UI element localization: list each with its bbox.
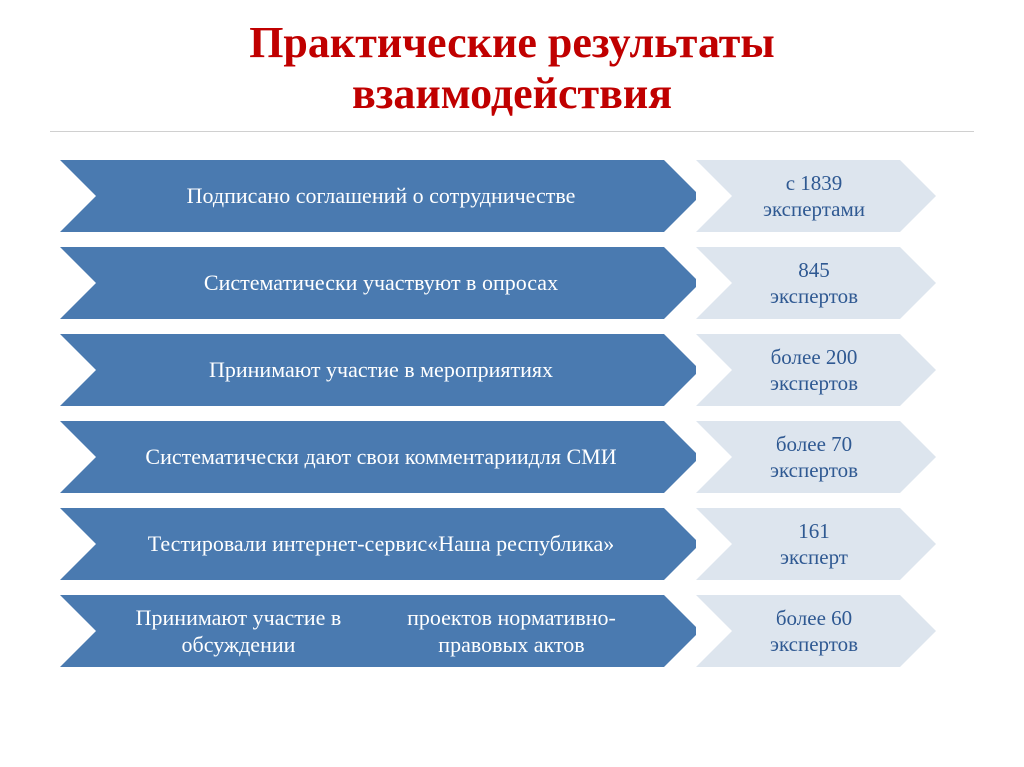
arrow-row: Тестировали интернет-сервис«Наша республ… bbox=[60, 508, 964, 580]
title-line-2: взаимодействия bbox=[0, 69, 1024, 120]
main-arrow-label: Принимают участие в обсуждениипроектов н… bbox=[60, 595, 664, 667]
main-arrow-label: Систематически участвуют в опросах bbox=[60, 247, 664, 319]
value-arrow: 845экспертов bbox=[696, 247, 936, 319]
main-arrow: Тестировали интернет-сервис«Наша республ… bbox=[60, 508, 700, 580]
main-arrow-label: Тестировали интернет-сервис«Наша республ… bbox=[60, 508, 664, 580]
arrow-row: Систематически участвуют в опросах 845экс… bbox=[60, 247, 964, 319]
main-arrow: Подписано соглашений о сотрудничестве bbox=[60, 160, 700, 232]
value-arrow: более 200экспертов bbox=[696, 334, 936, 406]
arrow-rows: Подписано соглашений о сотрудничестве с 1… bbox=[60, 160, 964, 667]
arrow-row: Подписано соглашений о сотрудничестве с 1… bbox=[60, 160, 964, 232]
main-arrow-label: Принимают участие в мероприятиях bbox=[60, 334, 664, 406]
title-line-1: Практические результаты bbox=[0, 18, 1024, 69]
main-arrow: Принимают участие в обсуждениипроектов н… bbox=[60, 595, 700, 667]
value-arrow: более 70экспертов bbox=[696, 421, 936, 493]
value-arrow: 161эксперт bbox=[696, 508, 936, 580]
arrow-row: Принимают участие в обсуждениипроектов н… bbox=[60, 595, 964, 667]
main-arrow: Принимают участие в мероприятиях bbox=[60, 334, 700, 406]
title-divider bbox=[50, 131, 974, 132]
value-arrow: более 60экспертов bbox=[696, 595, 936, 667]
value-arrow: с 1839экспертами bbox=[696, 160, 936, 232]
main-arrow: Систематически участвуют в опросах bbox=[60, 247, 700, 319]
arrow-row: Систематически дают свои комментариидля … bbox=[60, 421, 964, 493]
main-arrow-label: Подписано соглашений о сотрудничестве bbox=[60, 160, 664, 232]
slide-title: Практические результаты взаимодействия bbox=[0, 0, 1024, 119]
main-arrow-label: Систематически дают свои комментариидля … bbox=[60, 421, 664, 493]
main-arrow: Систематически дают свои комментариидля … bbox=[60, 421, 700, 493]
arrow-row: Принимают участие в мероприятиях более 20… bbox=[60, 334, 964, 406]
